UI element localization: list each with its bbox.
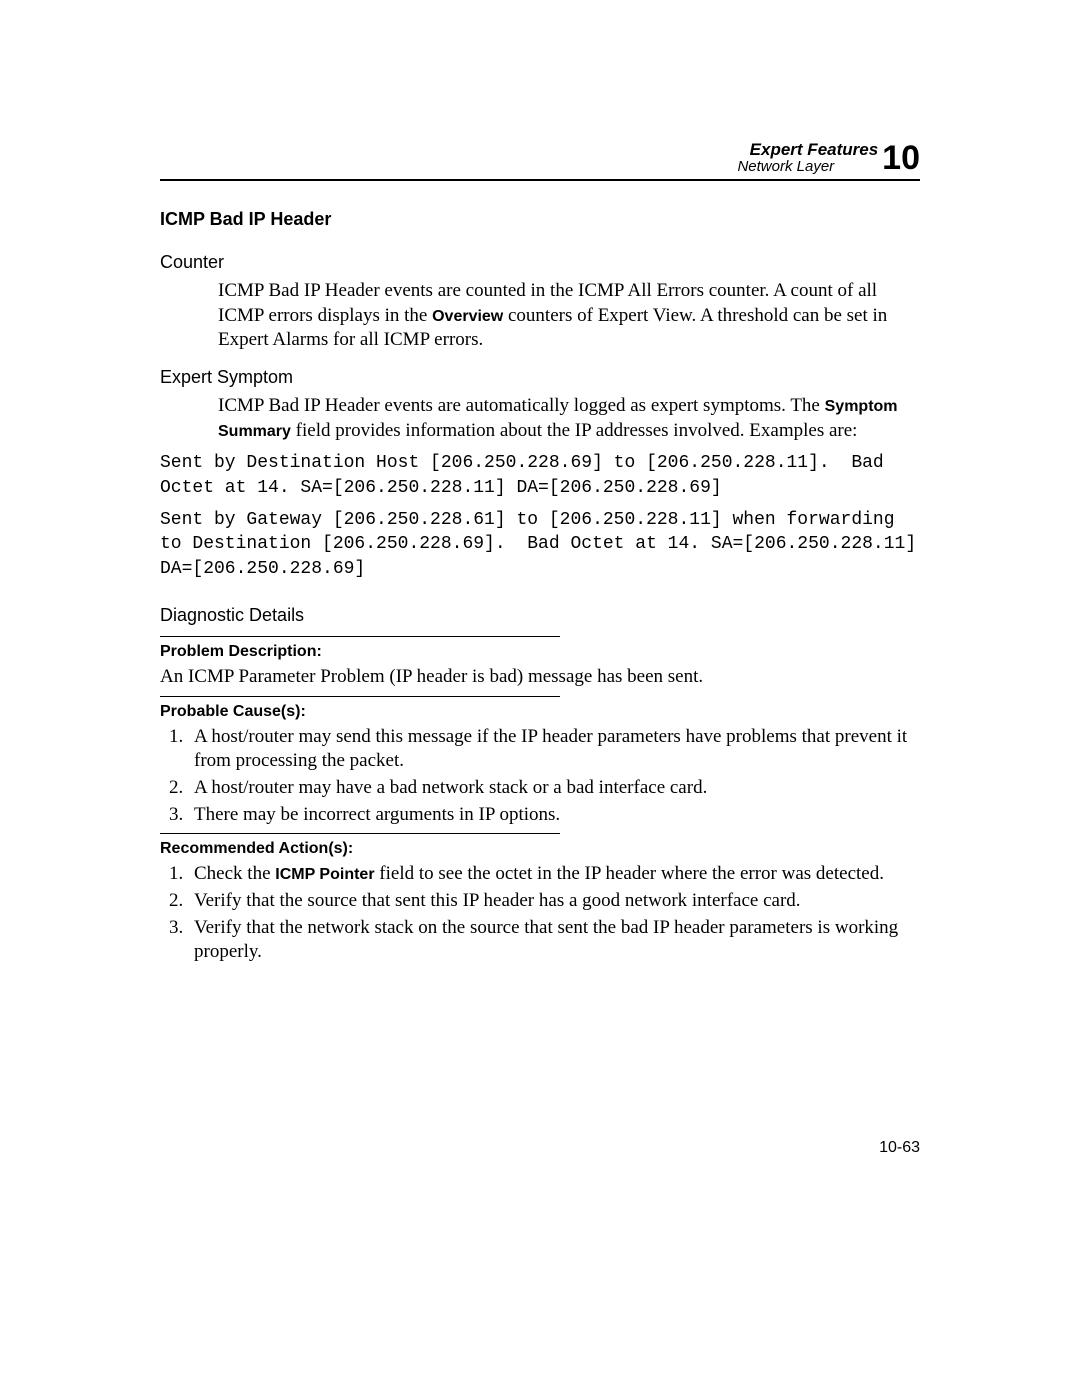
actions-label: Recommended Action(s): (160, 840, 920, 858)
symptom-text-after: field provides information about the IP … (291, 420, 858, 441)
header-row: Expert Features Network Layer 10 (160, 140, 920, 175)
list-item: Check the ICMP Pointer field to see the … (188, 862, 920, 887)
header-text: Expert Features Network Layer (737, 140, 878, 175)
symptom-heading: Expert Symptom (160, 367, 920, 388)
example-code-1: Sent by Destination Host [206.250.228.69… (160, 451, 920, 500)
header-title: Expert Features (750, 140, 879, 160)
section-title: ICMP Bad IP Header (160, 209, 920, 230)
action1-bold: ICMP Pointer (275, 866, 374, 883)
list-item: There may be incorrect arguments in IP o… (188, 803, 920, 828)
page-number: 10-63 (879, 1139, 920, 1157)
list-item: Verify that the network stack on the sou… (188, 916, 920, 965)
action1-after: field to see the octet in the IP header … (375, 863, 884, 884)
list-item: A host/router may have a bad network sta… (188, 776, 920, 801)
counter-heading: Counter (160, 252, 920, 273)
divider (160, 833, 560, 834)
actions-list: Check the ICMP Pointer field to see the … (160, 862, 920, 965)
problem-label: Problem Description: (160, 643, 920, 661)
counter-paragraph: ICMP Bad IP Header events are counted in… (218, 279, 920, 353)
example-code-2: Sent by Gateway [206.250.228.61] to [206… (160, 508, 920, 581)
problem-text: An ICMP Parameter Problem (IP header is … (160, 665, 920, 690)
action1-before: Check the (194, 863, 275, 884)
page-content: Expert Features Network Layer 10 ICMP Ba… (0, 0, 1080, 1031)
causes-label: Probable Cause(s): (160, 703, 920, 721)
divider (160, 696, 560, 697)
header-subtitle: Network Layer (737, 158, 834, 175)
chapter-number: 10 (882, 141, 920, 175)
counter-bold: Overview (432, 308, 503, 325)
symptom-paragraph: ICMP Bad IP Header events are automatica… (218, 394, 920, 443)
list-item: A host/router may send this message if t… (188, 725, 920, 774)
divider (160, 636, 560, 637)
symptom-text-before: ICMP Bad IP Header events are automatica… (218, 395, 825, 416)
diagnostic-heading: Diagnostic Details (160, 605, 920, 626)
list-item: Verify that the source that sent this IP… (188, 889, 920, 914)
running-header: Expert Features Network Layer 10 (160, 140, 920, 181)
causes-list: A host/router may send this message if t… (160, 725, 920, 828)
